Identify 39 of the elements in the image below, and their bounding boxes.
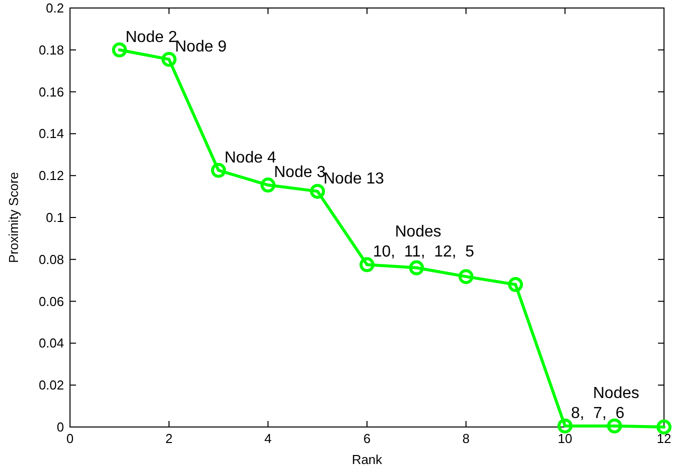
point (112, 42, 127, 58)
y-tick-label: 0.14 (38, 126, 64, 142)
point (409, 260, 424, 276)
y-tick-label: 0.2 (46, 0, 64, 16)
y-tick-label: 0.06 (38, 294, 64, 309)
annotation: Nodes 10, 11, 12, 5 (373, 224, 474, 261)
y-tick-label: 0 (56, 420, 64, 434)
point (656, 420, 672, 434)
point (558, 418, 572, 434)
point (607, 418, 622, 434)
y-tick-label: 0.12 (38, 168, 64, 184)
annotation: Node 13 (324, 170, 384, 188)
point (508, 277, 523, 292)
x-tick-label: 10 (558, 431, 572, 446)
x-tick-label: 8 (462, 431, 470, 446)
annotation: Node 3 (274, 164, 326, 182)
x-tick-label: 6 (363, 431, 371, 446)
y-tick-label: 0.02 (38, 378, 64, 393)
x-tick-label: 12 (656, 431, 672, 446)
y-axis-title: Proximity Score (6, 172, 21, 264)
point (458, 269, 474, 284)
y-tick-label: 0.08 (38, 252, 64, 267)
point (162, 52, 176, 67)
point (260, 178, 276, 193)
x-tick-label: 4 (264, 431, 272, 446)
x-tick-label: 2 (165, 431, 173, 446)
annotation: Node 2 (126, 28, 178, 46)
annotation: Node 4 (224, 149, 276, 166)
y-tick-label: 0.1 (46, 210, 64, 225)
y-tick-label: 0.04 (38, 336, 64, 351)
point (310, 184, 325, 199)
annotation: Node 9 (175, 38, 227, 56)
point (360, 257, 374, 272)
x-tick-label: 0 (66, 431, 74, 446)
x-axis-title: Rank (352, 452, 383, 467)
y-tick-label: 0.18 (38, 42, 64, 58)
annotation: Nodes 8, 7, 6 (571, 384, 640, 422)
y-tick-label: 0.16 (38, 84, 64, 100)
point (211, 162, 226, 178)
